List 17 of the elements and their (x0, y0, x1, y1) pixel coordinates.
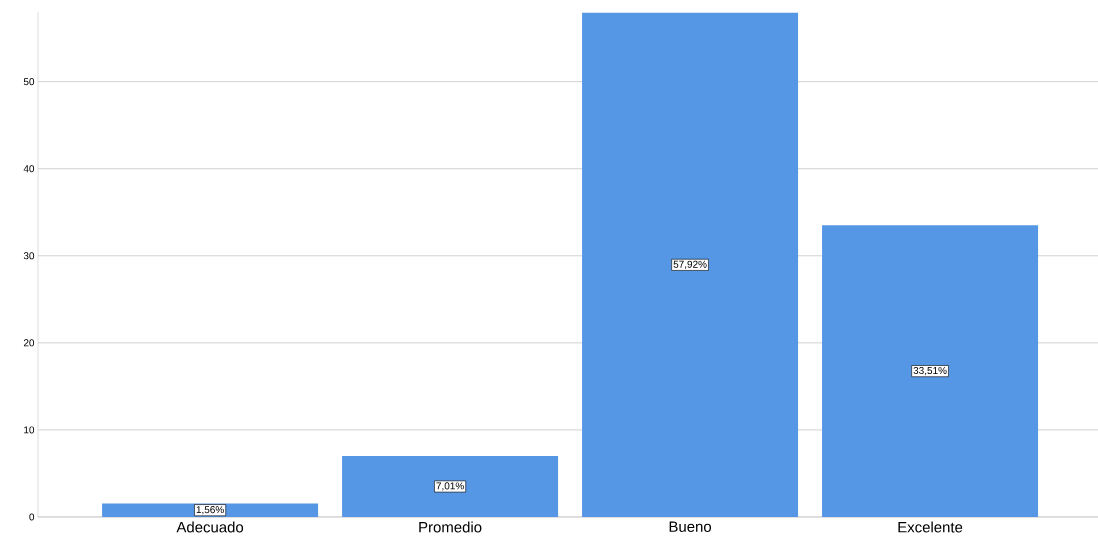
bar (582, 12, 799, 517)
y-tick-label: 10 (24, 426, 35, 434)
data-label: 57,92% (673, 260, 707, 269)
x-tick-label: Bueno (669, 521, 712, 532)
data-label: 1,56% (196, 506, 224, 515)
y-tick-label: 20 (23, 339, 35, 347)
y-tick-label: 0 (29, 513, 35, 521)
y-tick-label: 30 (23, 252, 35, 260)
x-tick-label: Excelente (898, 521, 963, 533)
y-tick-label: 50 (23, 78, 35, 86)
data-label: 33,51% (913, 366, 947, 376)
bar (342, 455, 559, 517)
bar (822, 225, 1039, 517)
x-tick-label: Promedio (419, 521, 482, 533)
y-tick-label: 40 (23, 165, 35, 173)
x-tick-label: Adecuado (176, 521, 244, 533)
data-label: 7,01% (436, 482, 464, 491)
